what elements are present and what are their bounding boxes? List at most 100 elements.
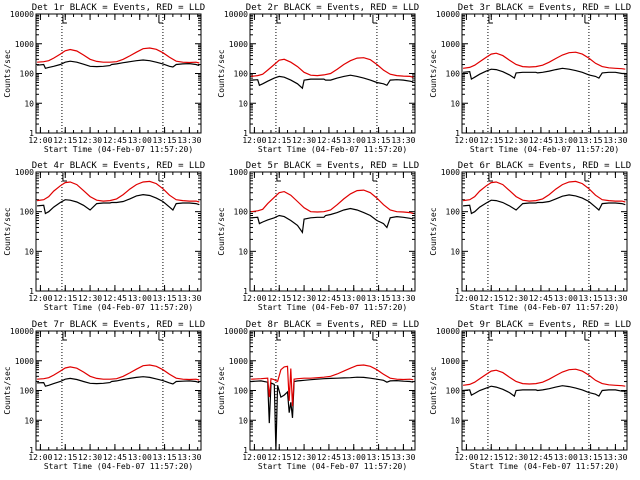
panel-title: Det 5r BLACK = Events, RED = LLD	[246, 161, 419, 171]
series-line-lld	[463, 368, 626, 387]
y-tick-label: 10000	[436, 10, 460, 19]
y-tick-label: 1000	[441, 357, 460, 366]
panel-title: Det 8r BLACK = Events, RED = LLD	[246, 320, 419, 330]
x-tick-label: 13:30	[603, 136, 627, 145]
y-tick-label: 100	[20, 208, 35, 217]
y-tick-label: 100	[234, 387, 249, 396]
panel-title: Det 9r BLACK = Events, RED = LLD	[458, 320, 631, 330]
x-tick-label: 12:30	[504, 294, 528, 303]
x-tick-label: 12:45	[103, 453, 127, 462]
x-tick-label: 12:15	[53, 294, 77, 303]
series-line-events	[463, 385, 626, 398]
x-tick-label: 13:15	[367, 294, 391, 303]
x-tick-label: 12:15	[53, 453, 77, 462]
x-tick-label: 13:15	[367, 136, 391, 145]
x-tick-label: 13:30	[391, 294, 415, 303]
series-line-events	[37, 59, 200, 70]
x-tick-label: 13:15	[153, 136, 177, 145]
y-tick-label: 10000	[224, 327, 248, 336]
chart-panel-1: Det 1r BLACK = Events, RED = LLD 1 10 100 10…	[3, 3, 205, 154]
y-tick-label: 100	[234, 208, 249, 217]
series-line-lld	[251, 189, 414, 215]
y-tick-label: 10	[24, 416, 34, 425]
panel-title: Det 7r BLACK = Events, RED = LLD	[32, 320, 205, 330]
x-axis-label: Start Time (04-Feb-07 11:57:20)	[44, 303, 193, 312]
chart-panel-3: Det 3r BLACK = Events, RED = LLD 1 10 100 10…	[429, 3, 631, 154]
x-axis-label: Start Time (04-Feb-07 11:57:20)	[470, 462, 619, 471]
x-tick-label: 13:00	[342, 136, 366, 145]
x-tick-label: 12:45	[529, 294, 553, 303]
x-tick-label: 13:00	[128, 294, 152, 303]
series-line-events	[37, 376, 200, 387]
y-tick-label: 100	[446, 70, 461, 79]
x-tick-label: 13:00	[554, 294, 578, 303]
series-line-events	[37, 193, 200, 215]
x-tick-label: 12:15	[479, 294, 503, 303]
y-tick-label: 100	[20, 70, 35, 79]
x-tick-label: 12:15	[267, 136, 291, 145]
x-tick-label: 12:00	[454, 453, 478, 462]
y-tick-label: 1	[243, 287, 248, 296]
x-tick-label: 12:30	[504, 136, 528, 145]
y-axis-label: Counts/sec	[3, 207, 12, 255]
panel-title: Det 3r BLACK = Events, RED = LLD	[458, 3, 631, 13]
x-tick-label: 13:15	[579, 453, 603, 462]
x-tick-label: 13:30	[391, 453, 415, 462]
x-tick-label: 12:30	[504, 453, 528, 462]
chart-panel-6: Det 6r BLACK = Events, RED = LLD 1 10 100 10…	[429, 161, 631, 312]
y-axis-label: Counts/sec	[429, 366, 438, 414]
chart-panel-8: Det 8r BLACK = Events, RED = LLD 1 10 100 10…	[217, 320, 419, 471]
x-tick-label: 13:30	[603, 453, 627, 462]
y-tick-label: 10	[450, 416, 460, 425]
x-tick-label: 13:30	[391, 136, 415, 145]
x-tick-label: 13:00	[554, 136, 578, 145]
y-tick-label: 10000	[10, 10, 34, 19]
x-axis-label: Start Time (04-Feb-07 11:57:20)	[44, 145, 193, 154]
x-tick-label: 12:15	[479, 453, 503, 462]
x-axis-label: Start Time (04-Feb-07 11:57:20)	[258, 303, 407, 312]
chart-panel-7: Det 7r BLACK = Events, RED = LLD 1 10 100 10…	[3, 320, 205, 471]
y-axis-label: Counts/sec	[217, 49, 226, 97]
y-tick-label: 10000	[10, 327, 34, 336]
series-line-events	[463, 67, 626, 81]
y-tick-label: 1	[29, 287, 34, 296]
series-line-lld	[251, 364, 414, 407]
plot-frame	[461, 171, 628, 292]
series-line-lld	[37, 47, 200, 64]
x-tick-label: 13:00	[554, 453, 578, 462]
x-tick-label: 12:15	[53, 136, 77, 145]
series-line-lld	[463, 180, 626, 203]
x-tick-label: 12:15	[267, 453, 291, 462]
x-axis-label: Start Time (04-Feb-07 11:57:20)	[258, 462, 407, 471]
plot-frame	[249, 171, 416, 292]
x-tick-label: 12:45	[103, 294, 127, 303]
y-tick-label: 100	[234, 70, 249, 79]
y-axis-label: Counts/sec	[217, 207, 226, 255]
y-tick-label: 1000	[229, 40, 248, 49]
y-axis-label: Counts/sec	[217, 366, 226, 414]
y-tick-label: 1	[455, 129, 460, 138]
y-tick-label: 1	[243, 129, 248, 138]
y-tick-label: 10	[238, 99, 248, 108]
y-tick-label: 10	[450, 247, 460, 256]
x-axis-label: Start Time (04-Feb-07 11:57:20)	[258, 145, 407, 154]
y-axis-label: Counts/sec	[429, 49, 438, 97]
series-line-lld	[37, 364, 200, 381]
chart-panel-2: Det 2r BLACK = Events, RED = LLD 1 10 100 10…	[217, 3, 419, 154]
y-tick-label: 1000	[15, 40, 34, 49]
x-tick-label: 12:15	[479, 136, 503, 145]
panel-title: Det 1r BLACK = Events, RED = LLD	[32, 3, 205, 13]
x-tick-label: 13:15	[153, 294, 177, 303]
y-tick-label: 100	[446, 387, 461, 396]
x-tick-label: 13:15	[367, 453, 391, 462]
y-tick-label: 1	[29, 446, 34, 455]
x-tick-label: 12:30	[78, 453, 102, 462]
y-tick-label: 10	[238, 247, 248, 256]
series-line-lld	[251, 57, 414, 78]
plot-frame	[35, 13, 202, 134]
x-tick-label: 13:30	[603, 294, 627, 303]
series-line-lld	[37, 180, 200, 203]
y-tick-label: 10	[238, 416, 248, 425]
x-tick-label: 12:30	[292, 453, 316, 462]
